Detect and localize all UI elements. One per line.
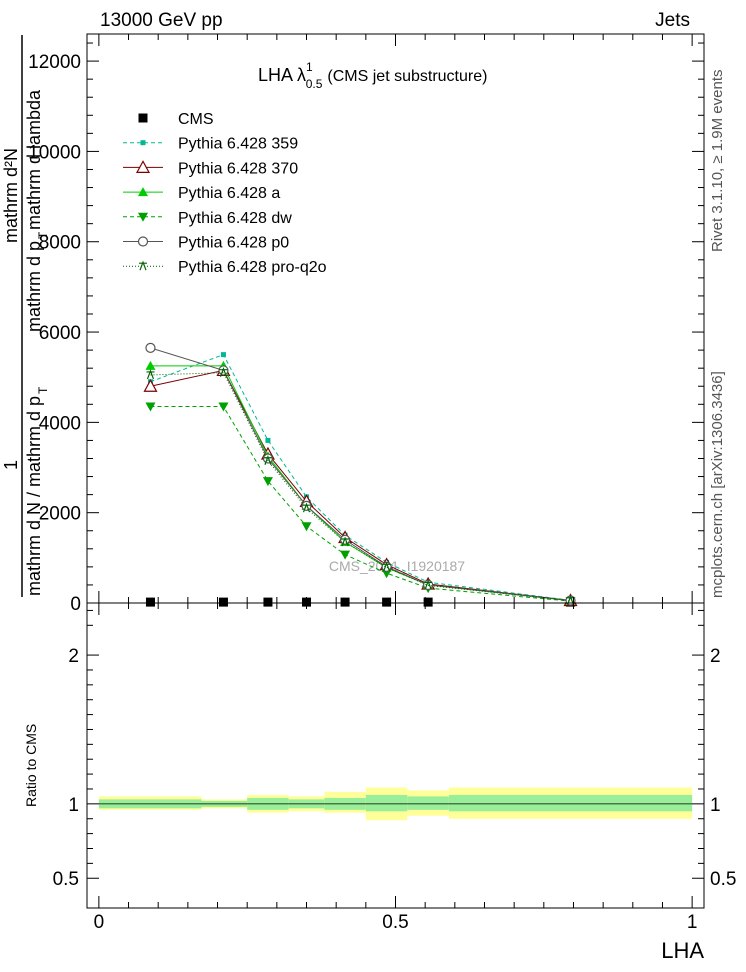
legend-label: Pythia 6.428 p0 bbox=[178, 235, 289, 252]
ratio-y-axis-label: Ratio to CMS bbox=[23, 724, 39, 807]
main-y-tick-label: 12000 bbox=[28, 52, 81, 73]
main-y-axis-label: mathrm d²N mathrm d pT mathrm d lambda 1… bbox=[1, 35, 50, 597]
data-point bbox=[139, 260, 147, 271]
header-left-label: 13000 GeV pp bbox=[100, 10, 223, 31]
legend-label: Pythia 6.428 a bbox=[178, 185, 280, 202]
data-point bbox=[220, 352, 226, 358]
data-point bbox=[218, 597, 228, 607]
main-y-tick-label: 4000 bbox=[39, 413, 81, 434]
rivet-label: Rivet 3.1.10, ≥ 1.9M events bbox=[709, 70, 726, 253]
main-y-tick-label: 0 bbox=[70, 594, 81, 615]
data-point bbox=[339, 534, 351, 545]
ylabel-numerator-3: mathrm d lambda bbox=[24, 89, 44, 230]
data-point bbox=[263, 455, 272, 465]
data-point bbox=[135, 160, 151, 173]
data-point bbox=[262, 477, 273, 487]
main-series bbox=[143, 342, 578, 607]
main-y-tick-label: 2000 bbox=[39, 504, 81, 525]
ratio-y-tick-label-right: 0.5 bbox=[710, 869, 736, 890]
data-point bbox=[138, 187, 148, 197]
watermark-label: CMS_2021_I1920187 bbox=[329, 558, 465, 574]
legend-label: Pythia 6.428 dw bbox=[178, 210, 292, 227]
legend-label: Pythia 6.428 359 bbox=[178, 136, 298, 153]
data-point bbox=[146, 369, 155, 380]
data-point bbox=[143, 378, 158, 392]
data-point bbox=[219, 366, 228, 377]
main-y-tick-label: 8000 bbox=[39, 233, 81, 254]
series-line bbox=[150, 347, 571, 602]
legend-label: Pythia 6.428 370 bbox=[178, 160, 298, 177]
data-point bbox=[265, 437, 271, 443]
data-point bbox=[340, 597, 350, 607]
ratio-y-tick-label: 1 bbox=[68, 795, 79, 816]
x-tick-label: 1 bbox=[687, 912, 698, 933]
series-line bbox=[150, 372, 571, 602]
series-cms bbox=[145, 597, 576, 607]
legend-item: Pythia 6.428 dw bbox=[123, 210, 292, 227]
data-point bbox=[382, 597, 392, 607]
ylabel-denominator-1: 1 bbox=[1, 460, 21, 470]
main-axes: 0 2000 4000 6000 8000 10000 12000 bbox=[28, 33, 705, 615]
ratio-inner-band bbox=[407, 796, 449, 810]
data-point bbox=[138, 212, 148, 222]
ratio-bands bbox=[98, 787, 693, 821]
legend-label: CMS bbox=[178, 111, 214, 128]
series-pythia-6-428-pro-q2o bbox=[146, 366, 575, 605]
ratio-inner-band bbox=[365, 794, 408, 812]
series-pythia-6-428-dw bbox=[145, 402, 576, 607]
x-tick-label: 0.5 bbox=[382, 912, 408, 933]
data-point bbox=[145, 402, 156, 412]
legend-item: Pythia 6.428 359 bbox=[123, 136, 298, 153]
data-point bbox=[138, 113, 148, 123]
data-point bbox=[137, 236, 149, 247]
data-point bbox=[262, 453, 274, 464]
header-right-label: Jets bbox=[655, 10, 690, 31]
ratio-frame bbox=[86, 602, 705, 909]
data-point bbox=[424, 579, 433, 590]
legend-item: Pythia 6.428 370 bbox=[123, 160, 298, 177]
series-pythia-6-428-p0 bbox=[145, 342, 576, 606]
data-point bbox=[145, 597, 155, 607]
x-tick-label: 0 bbox=[94, 912, 105, 933]
data-point bbox=[218, 402, 229, 412]
data-point bbox=[301, 500, 312, 512]
ratio-inner-band bbox=[448, 794, 693, 812]
data-point bbox=[145, 342, 156, 353]
legend-item: Pythia 6.428 a bbox=[123, 185, 280, 202]
ratio-y-tick-label: 0.5 bbox=[53, 869, 79, 890]
series-line bbox=[150, 406, 571, 602]
mcplots-label: mcplots.cern.ch [arXiv:1306.3436] bbox=[709, 371, 726, 598]
data-point bbox=[423, 597, 433, 607]
ylabel-numerator-1: mathrm d²N bbox=[1, 148, 21, 243]
main-y-tick-label: 6000 bbox=[39, 323, 81, 344]
legend-label: Pythia 6.428 pro-q2o bbox=[178, 259, 327, 276]
legend-item: Pythia 6.428 p0 bbox=[123, 235, 289, 252]
ylabel-denominator-2: mathrm d N / mathrm d pT bbox=[24, 386, 50, 596]
ratio-axes: 0.5 0.5 1 1 2 2 0 0.5 1 bbox=[53, 602, 736, 933]
legend-item: CMS bbox=[138, 111, 214, 128]
x-axis-label: LHA bbox=[661, 938, 704, 963]
ratio-y-tick-label-right: 1 bbox=[710, 795, 721, 816]
data-point bbox=[340, 550, 351, 560]
data-point bbox=[382, 561, 391, 572]
legend: CMS Pythia 6.428 359 Pythia 6.428 370 Pythi… bbox=[123, 111, 327, 276]
legend-item: Pythia 6.428 pro-q2o bbox=[123, 259, 327, 276]
data-point bbox=[218, 365, 229, 376]
main-y-tick-label: 10000 bbox=[28, 142, 81, 163]
data-point bbox=[140, 140, 146, 146]
data-point bbox=[302, 502, 311, 513]
data-point bbox=[263, 597, 273, 607]
plot-title: LHA λ1 0.5 (CMS jet substructure) bbox=[258, 60, 487, 91]
data-point bbox=[145, 360, 156, 370]
data-point bbox=[341, 536, 350, 547]
ratio-y-tick-label: 2 bbox=[68, 646, 79, 667]
ratio-y-tick-label-right: 2 bbox=[710, 646, 721, 667]
data-point bbox=[301, 522, 312, 532]
ylabel-numerator-2: mathrm d pT bbox=[24, 231, 50, 332]
series-line bbox=[150, 354, 571, 601]
